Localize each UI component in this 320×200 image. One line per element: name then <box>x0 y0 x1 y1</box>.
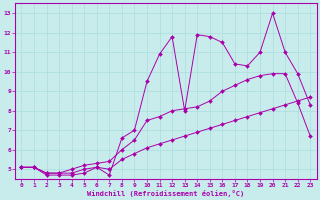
X-axis label: Windchill (Refroidissement éolien,°C): Windchill (Refroidissement éolien,°C) <box>87 190 244 197</box>
